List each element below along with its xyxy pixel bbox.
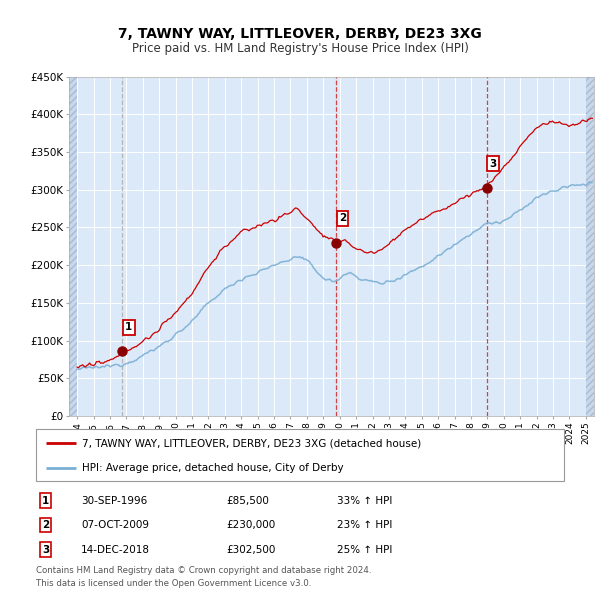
Text: 7, TAWNY WAY, LITTLEOVER, DERBY, DE23 3XG (detached house): 7, TAWNY WAY, LITTLEOVER, DERBY, DE23 3X…: [82, 438, 422, 448]
Text: 2: 2: [339, 214, 346, 224]
Bar: [586, 77, 594, 416]
Text: 2: 2: [42, 520, 49, 530]
Text: £230,000: £230,000: [226, 520, 275, 530]
FancyBboxPatch shape: [36, 429, 564, 481]
Text: £85,500: £85,500: [226, 496, 269, 506]
Text: 7, TAWNY WAY, LITTLEOVER, DERBY, DE23 3XG: 7, TAWNY WAY, LITTLEOVER, DERBY, DE23 3X…: [118, 27, 482, 41]
Text: Price paid vs. HM Land Registry's House Price Index (HPI): Price paid vs. HM Land Registry's House …: [131, 42, 469, 55]
Text: 1: 1: [125, 322, 133, 332]
Text: 23% ↑ HPI: 23% ↑ HPI: [337, 520, 392, 530]
Text: 14-DEC-2018: 14-DEC-2018: [81, 545, 150, 555]
Text: 33% ↑ HPI: 33% ↑ HPI: [337, 496, 392, 506]
Text: HPI: Average price, detached house, City of Derby: HPI: Average price, detached house, City…: [82, 463, 344, 473]
Text: 3: 3: [490, 159, 497, 169]
Bar: [69, 77, 77, 416]
Text: 30-SEP-1996: 30-SEP-1996: [81, 496, 147, 506]
Text: 25% ↑ HPI: 25% ↑ HPI: [337, 545, 392, 555]
Text: Contains HM Land Registry data © Crown copyright and database right 2024.
This d: Contains HM Land Registry data © Crown c…: [36, 566, 371, 588]
Text: £302,500: £302,500: [226, 545, 275, 555]
Text: 07-OCT-2009: 07-OCT-2009: [81, 520, 149, 530]
Text: 3: 3: [42, 545, 49, 555]
Text: 1: 1: [42, 496, 49, 506]
